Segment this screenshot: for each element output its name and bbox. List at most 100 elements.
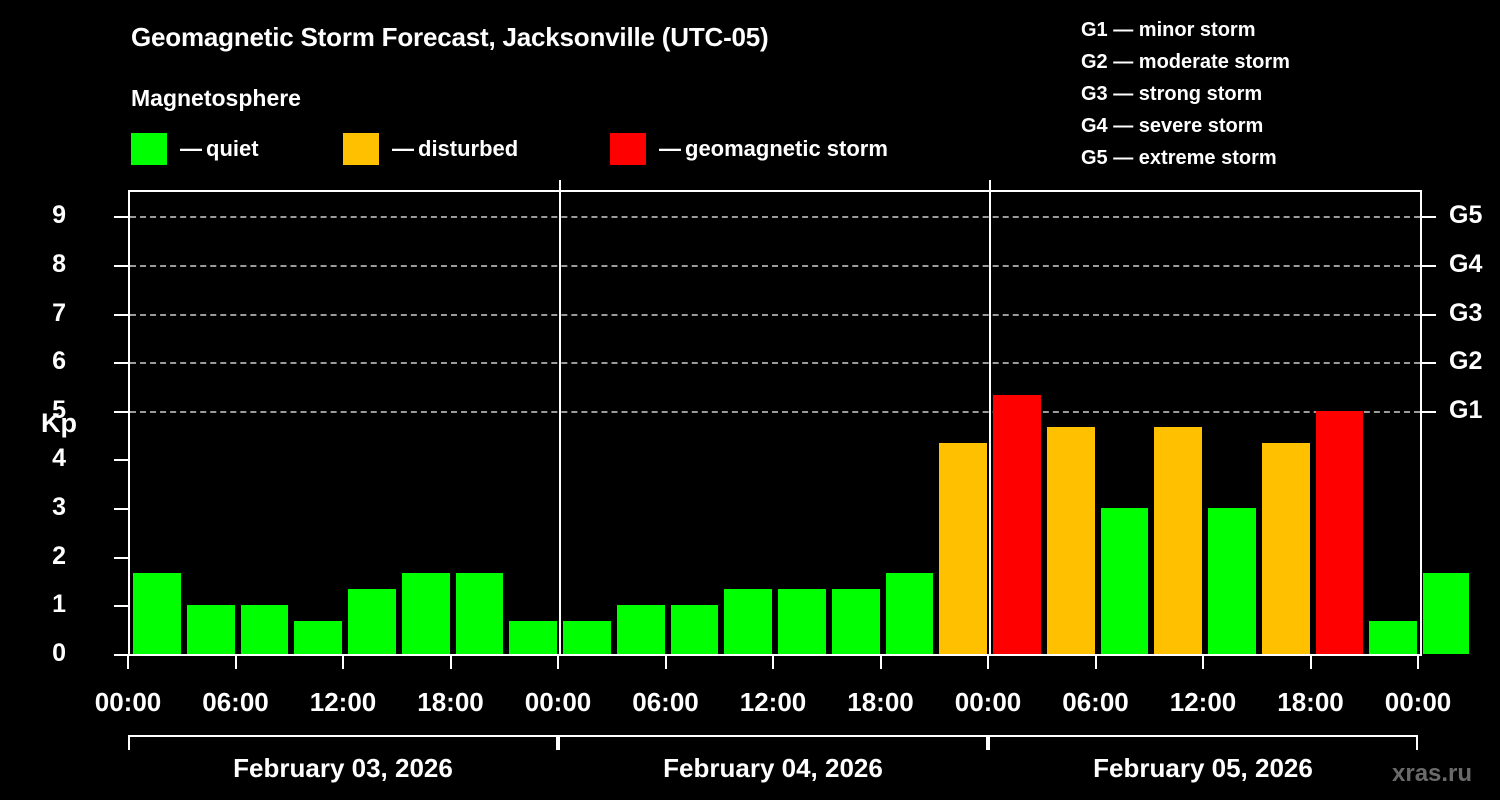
x-tick-mark-11: [1309, 656, 1312, 669]
bar-0: [133, 572, 181, 654]
bar-13: [831, 589, 880, 654]
g-legend-row-4: G4 — severe storm: [1081, 115, 1264, 137]
y-tick-label-2: 2: [52, 541, 66, 570]
red-square-icon: [610, 133, 646, 165]
gridline-kp-7: [130, 313, 1420, 316]
bar-11: [724, 589, 772, 654]
x-tick-mark-3: [449, 656, 452, 669]
bar-4: [348, 589, 396, 654]
x-tick-label-4: 00:00: [524, 687, 592, 717]
y-tick-label-7: 7: [52, 298, 66, 327]
legend-item-geomagnetic-storm: — geomagnetic storm: [610, 133, 888, 165]
x-tick-mark-5: [664, 656, 667, 669]
g-legend-row-5: G5 — extreme storm: [1081, 147, 1277, 169]
y-tick-label-5: 5: [52, 395, 66, 424]
day-bracket-2: [558, 735, 988, 750]
legend-label: geomagnetic storm: [685, 136, 888, 161]
day-label-1: February 03, 2026: [233, 753, 453, 783]
day-bracket-3: [988, 735, 1418, 750]
page-title: Geomagnetic Storm Forecast, Jacksonville…: [131, 22, 769, 52]
y-tick-mark-4: [114, 459, 128, 462]
y-tick-mark-2: [114, 556, 128, 559]
x-tick-label-12: 00:00: [1384, 687, 1452, 717]
plot-inner: [130, 180, 1469, 654]
y-tick-mark-0: [114, 654, 128, 656]
g-legend-row-3: G3 — strong storm: [1081, 83, 1263, 105]
g-tick-label-G3: G3: [1449, 298, 1483, 327]
y-tick-label-4: 4: [52, 444, 66, 473]
plot-area: [128, 180, 1469, 656]
day-divider-1: [559, 180, 561, 654]
x-tick-label-8: 00:00: [954, 687, 1022, 717]
y-tick-label-1: 1: [52, 590, 66, 619]
legend-dash: —: [659, 136, 681, 161]
x-tick-mark-12: [1417, 656, 1419, 669]
legend-label: quiet: [206, 136, 259, 161]
gridline-kp-5: [130, 410, 1420, 413]
bar-3: [294, 621, 342, 654]
x-tick-label-0: 00:00: [94, 687, 162, 717]
x-tick-mark-9: [1094, 656, 1097, 669]
y-tick-mark-5: [114, 410, 128, 413]
legend-item-disturbed: — disturbed: [343, 133, 518, 165]
bar-10: [670, 605, 719, 654]
gridline-kp-8: [130, 264, 1420, 267]
bar-7: [509, 621, 557, 654]
y-tick-mark-7: [114, 313, 128, 316]
g-legend-row-2: G2 — moderate storm: [1081, 51, 1290, 73]
g-tick-label-G2: G2: [1449, 347, 1483, 376]
bar-24: [1423, 572, 1469, 654]
x-tick-mark-1: [234, 656, 237, 669]
bar-21: [1261, 443, 1310, 654]
bar-14: [885, 572, 934, 654]
bar-17: [1046, 426, 1095, 654]
y-axis-title: Kp: [41, 408, 77, 438]
x-tick-mark-7: [879, 656, 882, 669]
day-divider-2: [989, 180, 991, 654]
y-tick-mark-3: [114, 508, 128, 511]
y-tick-mark-6: [114, 362, 128, 365]
g-tick-mark-G1: [1422, 410, 1436, 413]
g-legend-row-1: G1 — minor storm: [1081, 19, 1256, 41]
bar-18: [1100, 508, 1149, 654]
y-tick-label-9: 9: [52, 201, 66, 230]
y-tick-mark-1: [114, 605, 128, 608]
bar-2: [240, 605, 289, 654]
y-tick-label-0: 0: [52, 639, 66, 667]
day-label-3: February 05, 2026: [1093, 753, 1313, 783]
x-tick-label-10: 12:00: [1169, 687, 1237, 717]
bars-layer: [130, 192, 1469, 654]
legend-label: disturbed: [418, 136, 519, 161]
bar-16: [993, 394, 1041, 654]
bar-19: [1154, 426, 1202, 654]
g-tick-mark-G3: [1422, 313, 1436, 316]
x-tick-label-7: 18:00: [847, 687, 914, 717]
g-tick-label-G1: G1: [1449, 395, 1483, 424]
legend-dash: —: [180, 136, 202, 161]
day-label-2: February 04, 2026: [663, 753, 883, 783]
orange-square-icon: [343, 133, 379, 165]
g-tick-mark-G2: [1422, 362, 1436, 365]
x-tick-label-11: 18:00: [1277, 687, 1344, 717]
y-tick-label-3: 3: [52, 493, 66, 522]
x-tick-label-1: 06:00: [202, 687, 269, 717]
y-tick-label-8: 8: [52, 249, 66, 278]
bar-23: [1369, 621, 1417, 654]
bar-1: [186, 605, 235, 654]
x-tick-label-6: 12:00: [739, 687, 807, 717]
x-tick-label-9: 06:00: [1062, 687, 1129, 717]
legend-dash: —: [392, 136, 414, 161]
x-tick-mark-6: [772, 656, 774, 669]
x-tick-label-3: 18:00: [417, 687, 484, 717]
day-bracket-1: [128, 735, 558, 750]
y-tick-mark-8: [114, 264, 128, 267]
x-tick-label-2: 12:00: [309, 687, 377, 717]
x-tick-mark-4: [557, 656, 559, 669]
bar-12: [778, 589, 826, 654]
watermark: xras.ru: [1392, 760, 1473, 787]
x-tick-mark-10: [1202, 656, 1204, 669]
y-tick-mark-9: [114, 216, 128, 219]
bar-9: [616, 605, 665, 654]
bar-15: [939, 443, 987, 654]
x-tick-mark-0: [127, 656, 129, 669]
